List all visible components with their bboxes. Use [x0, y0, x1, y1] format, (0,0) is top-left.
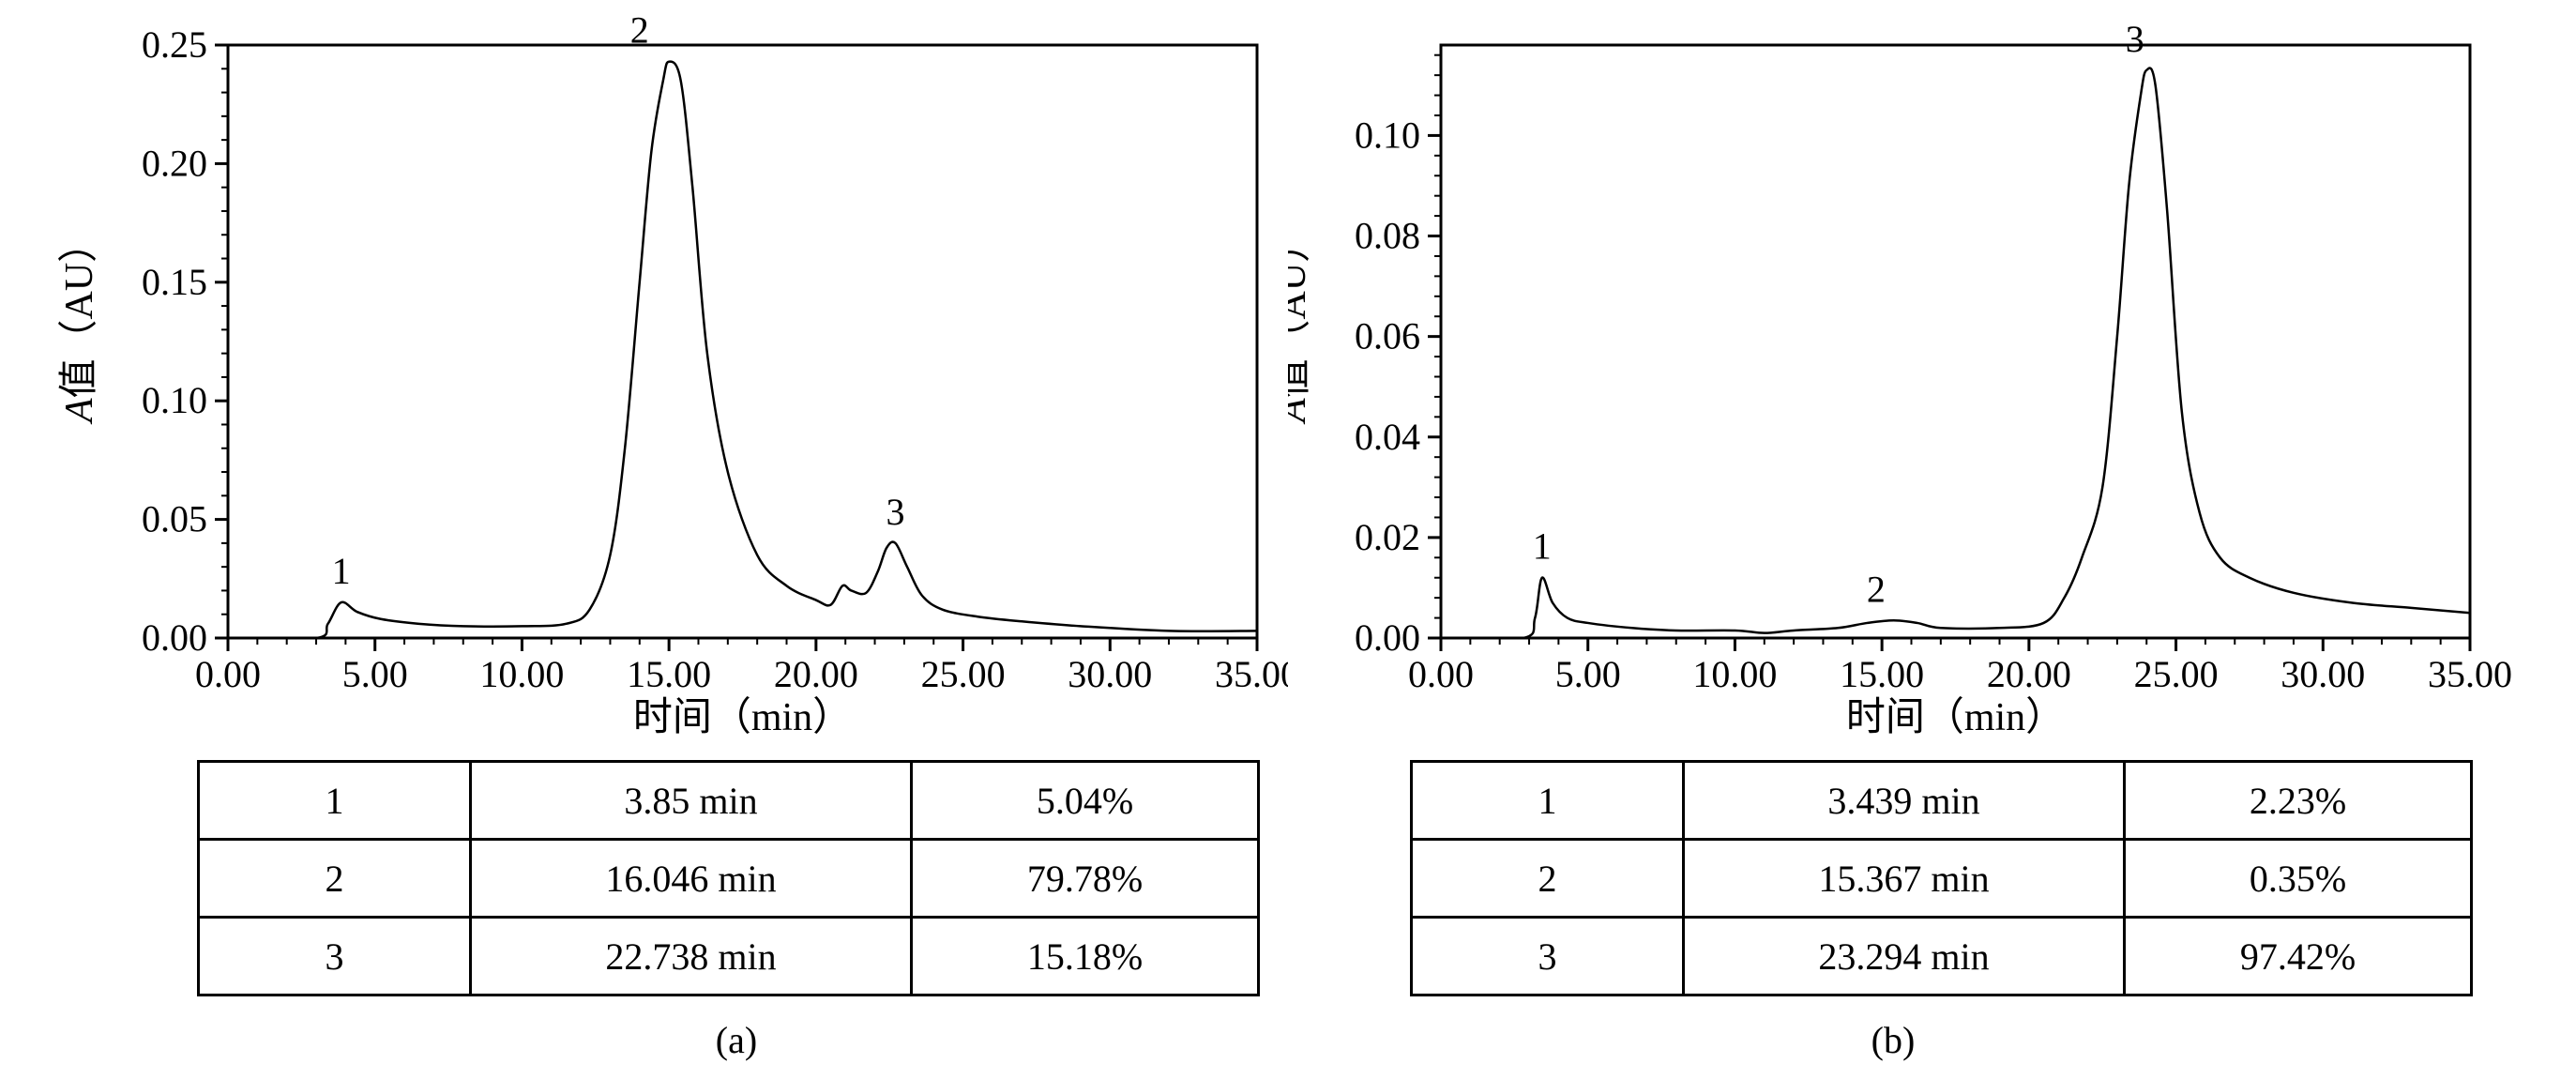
plot-frame [1439, 43, 2472, 640]
peak-percent: 97.42% [2123, 916, 2473, 996]
peak-number: 2 [197, 838, 472, 919]
chromatogram-b: 0.00 5.00 10.00 15.00 20.00 25.00 30.00 35.000.… [1288, 18, 2512, 739]
peak-number: 1 [197, 760, 472, 841]
retention-time: 3.85 min [469, 760, 913, 841]
peak-number: 1 [1410, 760, 1685, 841]
peak-percent: 5.04% [910, 760, 1260, 841]
peak-table-b: 1 3.439 min 2.23% 2 15.367 min 0.35% 3 2… [1410, 760, 2473, 996]
x-tick-label: 0.00 [195, 653, 261, 695]
peak-number: 2 [1410, 838, 1685, 919]
y-tick-label: 0.05 [142, 498, 207, 540]
y-tick-label: 0.10 [1355, 114, 1420, 156]
table-row: 2 15.367 min 0.35% [1410, 838, 2473, 919]
plot-frame [226, 43, 1259, 640]
retention-time: 22.738 min [469, 916, 913, 996]
peak-label: 1 [1533, 525, 1552, 568]
y-tick-label: 0.00 [1355, 616, 1420, 659]
chromatogram-trace [228, 60, 1258, 640]
peak-label: 2 [1867, 568, 1886, 610]
x-tick-label: 20.00 [1987, 653, 2071, 695]
peak-label: 2 [630, 9, 649, 52]
x-axis-title: 时间（min） [633, 696, 852, 739]
x-tick-label: 10.00 [479, 653, 564, 695]
caption-b: (b) [1871, 1019, 1916, 1061]
y-axis-title-symbol: A [1288, 398, 1314, 425]
retention-time: 16.046 min [469, 838, 913, 919]
y-axis-title-symbol: A [58, 398, 101, 425]
peak-label: 3 [2126, 18, 2144, 60]
peak-label: 3 [886, 491, 904, 533]
peak-percent: 2.23% [2123, 760, 2473, 841]
x-tick-label: 25.00 [2134, 653, 2219, 695]
table-row: 3 23.294 min 97.42% [1410, 916, 2473, 996]
x-tick-label: 30.00 [1068, 653, 1152, 695]
retention-time: 3.439 min [1682, 760, 2126, 841]
retention-time: 23.294 min [1682, 916, 2126, 996]
x-tick-label: 0.00 [1408, 653, 1474, 695]
retention-time: 15.367 min [1682, 838, 2126, 919]
x-axis-title: 时间（min） [1846, 696, 2065, 739]
y-tick-label: 0.06 [1355, 315, 1420, 357]
table-row: 1 3.85 min 5.04% [197, 760, 1260, 841]
x-tick-label: 35.00 [2428, 653, 2512, 695]
panel-a: 0.005.0010.0015.0020.0025.0030.0035.000.… [58, 9, 1288, 1061]
y-tick-label: 0.25 [142, 23, 207, 66]
x-tick-label: 5.00 [342, 653, 408, 695]
y-axis-title: A值（AU） [58, 223, 101, 425]
y-tick-label: 0.02 [1355, 516, 1420, 558]
y-tick-label: 0.04 [1355, 416, 1420, 458]
peak-table-a: 1 3.85 min 5.04% 2 16.046 min 79.78% 3 2… [197, 760, 1260, 996]
y-axis-title-text: 值（AU） [1288, 223, 1314, 399]
y-tick-label: 0.00 [142, 616, 207, 659]
y-axis-title: A值（AU） [1288, 223, 1314, 425]
peak-percent: 79.78% [910, 838, 1260, 919]
table-row: 2 16.046 min 79.78% [197, 838, 1260, 919]
y-axis-title-text: 值（AU） [58, 223, 101, 399]
panel-b: 0.00 5.00 10.00 15.00 20.00 25.00 30.00 35.00 0.… [1288, 0, 2576, 1079]
peak-label: 1 [332, 550, 351, 592]
x-tick-label: 20.00 [774, 653, 858, 695]
caption-a: (a) [715, 1019, 758, 1061]
x-tick-label: 30.00 [2281, 653, 2365, 695]
x-tick-label: 35.00 [1215, 653, 1288, 695]
table-row: 1 3.439 min 2.23% [1410, 760, 2473, 841]
y-tick-label: 0.20 [142, 142, 207, 184]
peak-number: 3 [1410, 916, 1685, 996]
x-tick-label: 15.00 [627, 653, 711, 695]
chromatogram-a: 0.005.0010.0015.0020.0025.0030.0035.000.… [58, 9, 1288, 739]
table-row: 3 22.738 min 15.18% [197, 916, 1260, 996]
x-tick-label: 10.00 [1692, 653, 1777, 695]
y-tick-label: 0.08 [1355, 215, 1420, 257]
y-tick-label: 0.10 [142, 379, 207, 421]
peak-percent: 15.18% [910, 916, 1260, 996]
chromatogram-trace [1441, 67, 2471, 640]
x-tick-label: 5.00 [1555, 653, 1621, 695]
peak-percent: 0.35% [2123, 838, 2473, 919]
x-tick-label: 25.00 [921, 653, 1006, 695]
peak-number: 3 [197, 916, 472, 996]
x-tick-label: 15.00 [1840, 653, 1924, 695]
y-tick-label: 0.15 [142, 261, 207, 303]
